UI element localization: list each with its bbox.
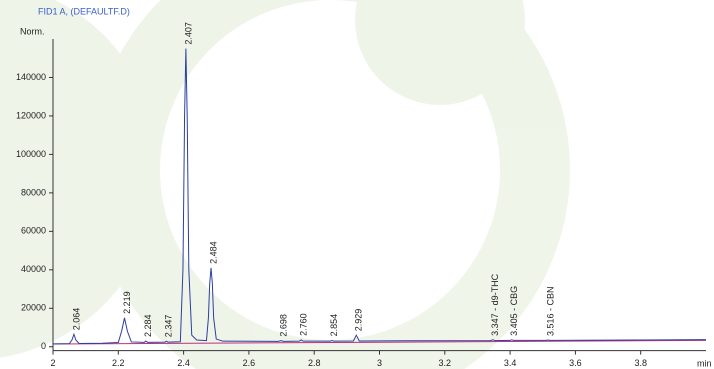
x-tick-label: 2.2: [112, 358, 125, 368]
peak-label: 2.407: [183, 22, 193, 45]
x-tick-label: 2.6: [243, 358, 256, 368]
y-tick-label: 100000: [16, 149, 46, 159]
x-tick-label: 2.8: [308, 358, 321, 368]
peak-label: 3.405 - CBG: [509, 286, 519, 336]
peak-label: 2.484: [208, 241, 218, 264]
peak-label: 2.854: [329, 314, 339, 337]
peak-label: 2.760: [299, 313, 309, 336]
x-tick-label: 3: [377, 358, 382, 368]
peak-label: 2.929: [354, 309, 364, 332]
x-tick-label: 3.4: [504, 358, 517, 368]
chromatogram-line: [52, 48, 707, 345]
y-axis-label: Norm.: [20, 26, 45, 36]
y-tick-label: 140000: [16, 72, 46, 82]
y-tick-label: 60000: [21, 226, 46, 236]
x-tick-label: 3.6: [569, 358, 582, 368]
watermark: [0, 0, 570, 369]
peak-label: 2.219: [122, 291, 132, 314]
y-tick-label: 0: [41, 341, 46, 351]
x-axis-label: min: [697, 358, 712, 368]
x-tick-label: 2.4: [177, 358, 190, 368]
peak-label: 3.347 - d9-THC: [490, 273, 500, 336]
peak-label: 2.284: [143, 314, 153, 337]
chart-title: FID1 A, (DEFAULTF.D): [38, 6, 130, 16]
peak-label: 2.698: [278, 314, 288, 337]
peak-label: 3.516 - CBN: [545, 286, 555, 336]
y-tick-label: 120000: [16, 110, 46, 120]
x-tick-label: 2: [50, 358, 55, 368]
y-tick-label: 20000: [21, 303, 46, 313]
y-tick-label: 40000: [21, 264, 46, 274]
x-tick-label: 3.8: [634, 358, 647, 368]
chromatogram-line: [52, 339, 707, 345]
peak-label: 2.064: [71, 308, 81, 331]
peak-label: 2.347: [164, 315, 174, 338]
y-tick-label: 80000: [21, 187, 46, 197]
watermark-ring: [90, 0, 570, 369]
x-tick-label: 3.2: [439, 358, 452, 368]
watermark-circle: [355, 0, 525, 105]
